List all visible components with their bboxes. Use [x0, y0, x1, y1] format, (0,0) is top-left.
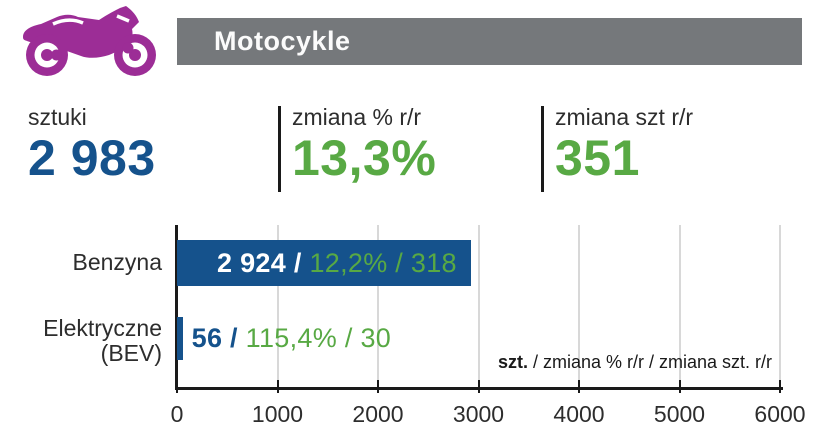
- bar-change-label: 12,2% / 318: [301, 247, 457, 278]
- stat-units-value: 2 983: [28, 130, 156, 186]
- stat-divider-2: [541, 106, 544, 192]
- x-tick-label-3000: 3000: [452, 401, 505, 427]
- bar-label: 56 / 115,4% / 30: [192, 323, 391, 354]
- x-tick-5000: [678, 380, 681, 393]
- x-tick-6000: [779, 380, 781, 393]
- bar-benzyna: 2 924 / 12,2% / 318: [177, 240, 471, 286]
- bar-chart: 2 924 / 12,2% / 318 56 / 115,4% / 30 szt.…: [0, 225, 822, 441]
- stat-divider-1: [278, 106, 281, 192]
- x-tick-1000: [276, 380, 279, 393]
- x-tick-label-1000: 1000: [251, 401, 304, 427]
- stat-change-pct-value: 13,3%: [292, 130, 437, 186]
- x-tick-3000: [477, 380, 480, 393]
- stat-change-pct: zmiana % r/r 13,3%: [292, 104, 436, 183]
- x-tick-label-5000: 5000: [653, 401, 706, 427]
- stat-units-label: sztuki: [28, 104, 87, 130]
- bar-label: 2 924 / 12,2% / 318: [217, 248, 457, 279]
- stat-change-units: zmiana szt r/r 351: [555, 104, 693, 183]
- category-label-benzyna: Benzyna: [14, 250, 162, 275]
- gridline-3000: [477, 225, 480, 388]
- motorcycle-icon: [23, 6, 156, 76]
- category-label-line: (BEV): [100, 340, 162, 366]
- section-title: Motocykle: [214, 26, 351, 56]
- gridline-4000: [578, 225, 580, 388]
- category-label-elektryczne-bev-: Elektryczne (BEV): [14, 316, 162, 366]
- gridline-1000: [276, 225, 279, 388]
- stat-change-pct-label: zmiana % r/r: [292, 104, 422, 130]
- category-label-line: Benzyna: [72, 249, 162, 275]
- x-tick-label-2000: 2000: [352, 401, 404, 427]
- bar-value-label: 56 /: [191, 323, 238, 353]
- legend-rest: / zmiana % r/r / zmiana szt. r/r: [527, 352, 772, 372]
- x-tick-label-0: 0: [170, 401, 184, 427]
- x-tick-4000: [578, 380, 580, 393]
- gridline-5000: [678, 225, 681, 388]
- x-tick-0: [176, 380, 178, 393]
- section-title-bar: Motocykle: [177, 18, 802, 65]
- category-label-line: Elektryczne: [43, 315, 162, 341]
- bar-elektryczne-bev-: 56 / 115,4% / 30: [177, 317, 391, 360]
- gridline-6000: [779, 225, 781, 388]
- bar-change-label: 115,4% / 30: [237, 323, 392, 353]
- bar-value-label: 2 924 /: [216, 247, 302, 278]
- plot-area: 2 924 / 12,2% / 318 56 / 115,4% / 30: [175, 225, 781, 388]
- chart-legend: szt. / zmiana % r/r / zmiana szt. r/r: [498, 352, 772, 373]
- x-tick-2000: [377, 380, 379, 393]
- y-axis-line: [175, 225, 178, 388]
- stat-units: sztuki 2 983: [28, 104, 156, 183]
- legend-units-term: szt.: [497, 352, 528, 372]
- stat-change-units-label: zmiana szt r/r: [555, 104, 694, 130]
- x-tick-label-6000: 6000: [754, 401, 806, 427]
- gridline-2000: [377, 225, 379, 388]
- x-tick-label-4000: 4000: [553, 401, 605, 427]
- stat-change-units-value: 351: [555, 130, 640, 186]
